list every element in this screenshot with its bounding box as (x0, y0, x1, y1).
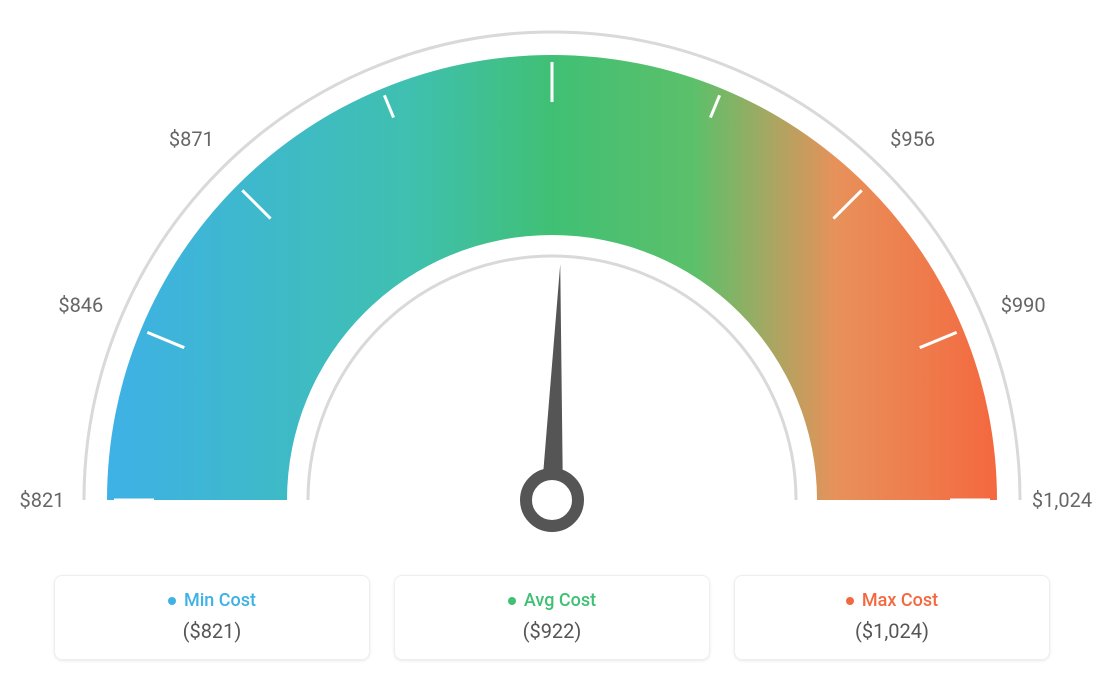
min-cost-dot (168, 597, 176, 605)
max-cost-label: Max Cost (862, 590, 938, 611)
tick-label: $821 (20, 488, 65, 512)
tick-label: $871 (169, 127, 214, 151)
gauge-chart: $821 $846 $871 $922 $956 $990 $1,024 (0, 0, 1104, 556)
tick-label: $990 (1001, 293, 1046, 317)
max-cost-card: Max Cost ($1,024) (734, 575, 1050, 661)
min-cost-title: Min Cost (168, 590, 256, 611)
avg-cost-label: Avg Cost (524, 590, 596, 611)
avg-cost-title: Avg Cost (508, 590, 596, 611)
max-cost-dot (846, 597, 854, 605)
max-cost-title: Max Cost (846, 590, 938, 611)
gauge-widget: $821 $846 $871 $922 $956 $990 $1,024 Min Cost … (0, 0, 1104, 690)
min-cost-card: Min Cost ($821) (54, 575, 370, 661)
min-cost-label: Min Cost (184, 590, 256, 611)
avg-cost-value: ($922) (413, 619, 691, 643)
tick-label: $922 (530, 0, 575, 2)
tick-label: $846 (58, 293, 103, 317)
tick-label: $956 (890, 127, 935, 151)
gauge-svg (0, 0, 1104, 556)
max-cost-value: ($1,024) (753, 619, 1031, 643)
legend: Min Cost ($821) Avg Cost ($922) Max Cost… (54, 575, 1050, 661)
avg-cost-card: Avg Cost ($922) (394, 575, 710, 661)
min-cost-value: ($821) (73, 619, 351, 643)
avg-cost-dot (508, 597, 516, 605)
tick-label: $1,024 (1032, 488, 1092, 512)
